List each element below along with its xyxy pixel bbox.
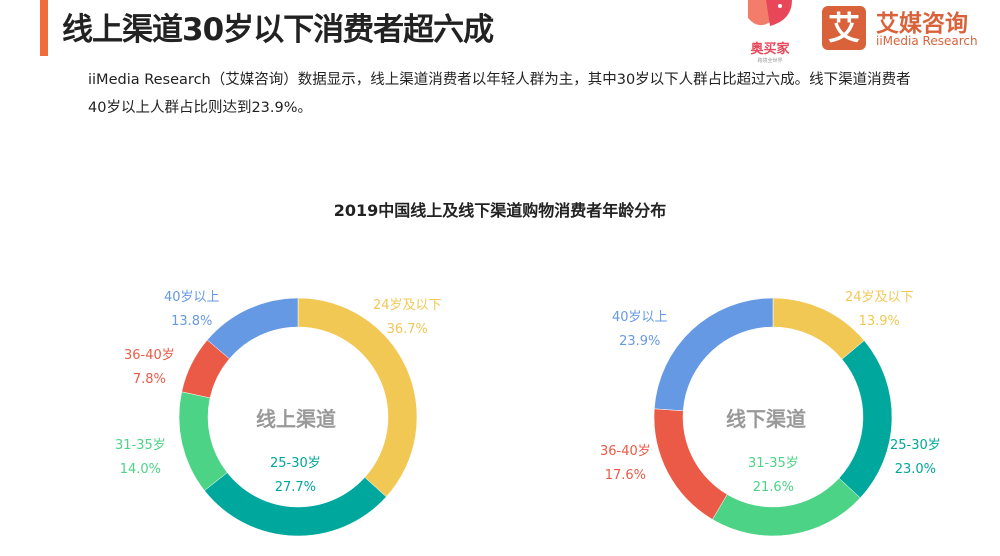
aomaijia-logo: 奥买家 跨境全世界 (740, 0, 800, 64)
data-label: 40岁以上 23.9% (612, 310, 668, 349)
aomaijia-text: 奥买家 (750, 42, 790, 57)
data-label: 36-40岁 7.8% (124, 348, 175, 387)
data-label: 25-30岁 23.0% (890, 438, 941, 477)
donut-slice (653, 408, 728, 520)
aomaijia-subtext: 跨境全世界 (757, 58, 783, 64)
donut-slice (206, 297, 299, 360)
description: iiMedia Research（艾媒咨询）数据显示，线上渠道消费者以年轻人群为… (88, 72, 911, 116)
iimedia-mark: 艾 (822, 6, 866, 50)
iimedia-logo: 艾 艾媒咨询 iiMedia Research (822, 4, 992, 50)
data-label: 25-30岁 27.7% (270, 456, 321, 495)
chart-title: 2019中国线上及线下渠道购物消费者年龄分布 (333, 201, 667, 220)
donut-slice (297, 297, 418, 498)
bird-icon (748, 0, 792, 26)
donut-slice (654, 297, 774, 412)
center-label-offline: 线下渠道 (726, 407, 806, 431)
title-accent-bar (40, 0, 48, 56)
donut-slice (178, 391, 228, 491)
iimedia-cn: 艾媒咨询 (876, 11, 968, 37)
data-label: 31-35岁 21.6% (748, 456, 799, 495)
page-title: 线上渠道30岁以下消费者超六成 (62, 12, 494, 48)
data-label: 24岁及以下 36.7% (373, 298, 442, 337)
data-label: 36-40岁 17.6% (600, 444, 651, 483)
data-label: 40岁以上 13.8% (164, 290, 220, 329)
data-label: 24岁及以下 13.9% (845, 290, 914, 329)
center-label-online: 线上渠道 (256, 407, 336, 431)
data-label: 31-35岁 14.0% (115, 438, 166, 477)
donut-slice (838, 340, 893, 499)
iimedia-en: iiMedia Research (876, 34, 978, 48)
